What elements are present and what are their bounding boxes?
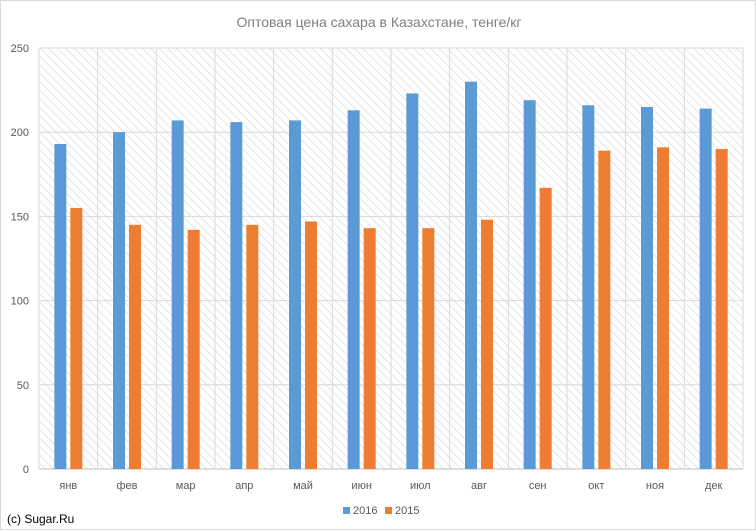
x-tick-label: мар (176, 480, 196, 492)
y-axis: 0 50 100 150 200 250 (11, 43, 29, 476)
y-tick-label: 250 (11, 43, 29, 55)
bar-2015-янв (70, 207, 83, 470)
bar-2016-сен (523, 100, 536, 469)
bar-2016-мар (171, 120, 184, 470)
bar-2015-сен (539, 187, 552, 469)
y-tick-label: 0 (23, 464, 29, 476)
bars (54, 81, 728, 470)
bar-2016-апр (230, 122, 243, 469)
bar-2015-дек (715, 149, 728, 470)
legend-swatch-2016 (343, 507, 350, 514)
bar-2015-мар (187, 229, 200, 469)
x-axis: янв фев мар апр май июн июл авг сен окт ноя дек (59, 480, 722, 492)
bar-2015-июл (422, 228, 435, 469)
bar-2015-фев (129, 224, 141, 469)
bar-2016-июл (406, 93, 419, 469)
legend-swatch-2015 (385, 507, 392, 514)
bar-2016-авг (465, 81, 477, 470)
x-tick-label: июн (351, 480, 371, 492)
bar-2015-апр (246, 224, 259, 469)
bar-2016-ноя (641, 106, 653, 469)
y-tick-label: 50 (17, 380, 29, 392)
bar-2016-дек (699, 108, 712, 470)
legend-label-2016: 2016 (353, 505, 377, 517)
y-tick-label: 200 (11, 127, 29, 139)
x-tick-label: май (293, 480, 313, 492)
gridlines (38, 47, 744, 470)
x-tick-label: фев (116, 480, 137, 492)
bar-2015-май (305, 221, 317, 469)
bar-2015-авг (481, 219, 493, 469)
bar-2015-окт (598, 150, 611, 469)
bar-2016-окт (582, 105, 595, 470)
x-tick-label: авг (471, 480, 487, 492)
bar-2016-фев (113, 132, 125, 469)
credit-label: (c) Sugar.Ru (7, 512, 74, 526)
y-tick-label: 150 (11, 211, 29, 223)
bar-2016-янв (54, 143, 67, 469)
y-tick-label: 100 (11, 296, 29, 308)
x-tick-label: ноя (646, 480, 664, 492)
chart-title: Оптовая цена сахара в Казахстане, тенге/… (237, 14, 522, 30)
bar-2016-май (289, 120, 301, 470)
x-tick-label: янв (59, 480, 77, 492)
bar-2015-ноя (657, 147, 669, 469)
x-tick-label: июл (410, 480, 431, 492)
x-tick-label: дек (705, 480, 723, 492)
legend-label-2015: 2015 (395, 505, 419, 517)
x-tick-label: окт (588, 480, 604, 492)
bar-2016-июн (347, 110, 360, 470)
x-tick-label: сен (529, 480, 547, 492)
bar-2015-июн (363, 228, 376, 469)
x-tick-label: апр (235, 480, 253, 492)
legend: 2016 2015 (343, 505, 419, 517)
